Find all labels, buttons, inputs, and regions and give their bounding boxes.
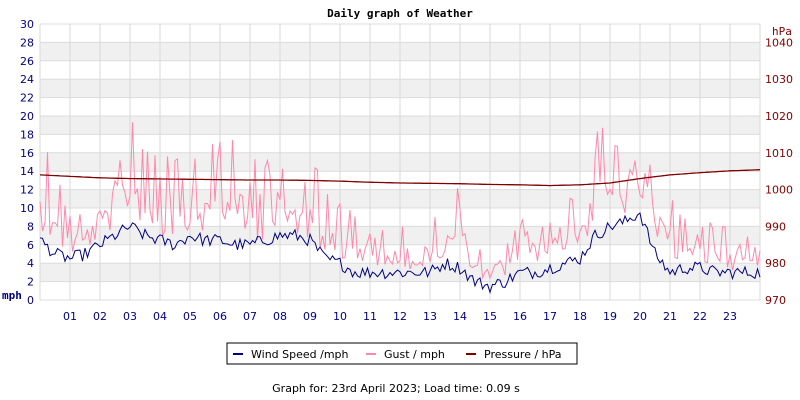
right-tick-label: 970 — [765, 294, 786, 307]
series-line-wind — [39, 212, 761, 294]
left-tick-label: 26 — [20, 55, 34, 68]
gridlines — [39, 23, 761, 301]
x-tick-label: 01 — [63, 310, 77, 323]
x-tick-label: 13 — [423, 310, 437, 323]
left-tick-label: 14 — [20, 165, 34, 178]
right-tick-label: 1020 — [765, 110, 793, 123]
left-tick-label: 8 — [27, 220, 34, 233]
right-tick-label: 1010 — [765, 147, 793, 160]
right-axis-ticks: 970 980 990 1000 1010 1020 1030 1040 — [765, 36, 793, 307]
x-tick-label: 04 — [153, 310, 167, 323]
legend-label-pressure: Pressure / hPa — [484, 348, 562, 361]
left-tick-label: 2 — [27, 276, 34, 289]
x-tick-label: 15 — [483, 310, 497, 323]
series-line-gust — [39, 122, 761, 280]
x-tick-label: 20 — [633, 310, 647, 323]
x-tick-label: 18 — [573, 310, 587, 323]
legend-label-wind: Wind Speed /mph — [251, 348, 349, 361]
x-tick-label: 03 — [123, 310, 137, 323]
right-tick-label: 1040 — [765, 36, 793, 49]
x-tick-label: 22 — [693, 310, 707, 323]
left-tick-label: 22 — [20, 92, 34, 105]
series-lines — [39, 122, 761, 294]
legend-label-gust: Gust / mph — [384, 348, 445, 361]
footer-info: Graph for: 23rd April 2023; Load time: 0… — [272, 382, 520, 395]
x-tick-label: 14 — [453, 310, 467, 323]
x-tick-label: 12 — [393, 310, 407, 323]
left-tick-label: 20 — [20, 110, 34, 123]
left-tick-label: 28 — [20, 36, 34, 49]
x-tick-label: 05 — [183, 310, 197, 323]
x-tick-label: 09 — [303, 310, 317, 323]
x-tick-label: 21 — [663, 310, 677, 323]
right-tick-label: 1030 — [765, 73, 793, 86]
left-tick-label: 30 — [20, 18, 34, 31]
left-tick-label: 6 — [27, 239, 34, 252]
x-tick-label: 16 — [513, 310, 527, 323]
x-tick-label: 11 — [363, 310, 377, 323]
x-tick-label: 23 — [723, 310, 737, 323]
chart-title: Daily graph of Weather — [327, 7, 473, 20]
right-tick-label: 990 — [765, 220, 786, 233]
left-tick-label: 18 — [20, 128, 34, 141]
series-line-pressure — [39, 169, 761, 187]
right-tick-label: 980 — [765, 257, 786, 270]
x-tick-label: 19 — [603, 310, 617, 323]
x-tick-label: 07 — [243, 310, 257, 323]
left-tick-label: 10 — [20, 202, 34, 215]
left-tick-label: 16 — [20, 147, 34, 160]
left-tick-label: 0 — [27, 294, 34, 307]
x-tick-label: 02 — [93, 310, 107, 323]
left-axis-unit: mph — [2, 289, 22, 302]
legend-box — [226, 342, 578, 365]
x-tick-label: 08 — [273, 310, 287, 323]
left-tick-label: 24 — [20, 73, 34, 86]
x-tick-label: 06 — [213, 310, 227, 323]
x-tick-label: 10 — [333, 310, 347, 323]
x-tick-label: 17 — [543, 310, 557, 323]
right-axis-unit: hPa — [772, 25, 792, 38]
left-tick-label: 12 — [20, 184, 34, 197]
right-tick-label: 1000 — [765, 184, 793, 197]
legend: Wind Speed /mph Gust / mph Pressure / hP… — [226, 342, 578, 365]
left-tick-label: 4 — [27, 257, 34, 270]
x-axis-ticks: 01 02 03 04 05 06 07 08 09 10 11 12 13 14 15 16 17 18 19 20… — [63, 310, 737, 323]
